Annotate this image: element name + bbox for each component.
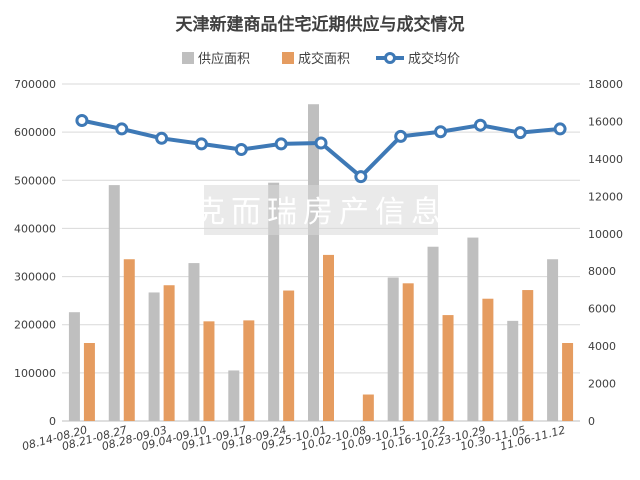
y-axis-left: 0 100000 200000 300000 400000 500000 600000 700… <box>14 78 56 428</box>
price-point <box>354 170 368 184</box>
deal-bar <box>283 290 295 421</box>
price-line <box>75 114 567 184</box>
supply-bar <box>148 292 160 421</box>
y-axis-right: 0 2000 4000 6000 8000 10000 12000 14000 16000 180… <box>588 78 623 428</box>
y-left-tick-label: 0 <box>49 415 56 428</box>
deal-bar <box>163 285 175 421</box>
price-point <box>234 143 248 157</box>
y-right-tick-label: 10000 <box>588 228 623 241</box>
y-right-tick-label: 6000 <box>588 303 616 316</box>
y-right-tick-label: 12000 <box>588 190 623 203</box>
deal-bar <box>323 254 334 421</box>
y-left-tick-label: 100000 <box>14 367 56 380</box>
deal-bar <box>362 394 374 421</box>
price-point <box>513 126 527 140</box>
chart-title: 天津新建商品住宅近期供应与成交情况 <box>176 14 465 35</box>
y-left-tick-label: 600000 <box>14 126 56 139</box>
supply-bar <box>228 370 240 421</box>
supply-bar <box>108 185 120 421</box>
legend-swatch <box>182 52 194 64</box>
supply-bar <box>308 104 319 421</box>
supply-bar <box>427 246 439 421</box>
deal-bar <box>203 321 215 421</box>
price-point <box>75 114 89 128</box>
price-point <box>473 118 487 132</box>
deal-bar <box>402 283 414 421</box>
legend-label: 成交均价 <box>408 51 460 67</box>
legend-swatch-marker <box>384 52 396 64</box>
price-point <box>553 122 567 136</box>
y-left-tick-label: 500000 <box>14 174 56 187</box>
legend: 供应面积 成交面积 成交均价 <box>182 51 460 67</box>
deal-bar <box>243 320 255 421</box>
legend-label: 成交面积 <box>298 51 350 67</box>
deal-bar <box>522 290 534 421</box>
supply-bar <box>507 320 519 421</box>
y-right-tick-label: 16000 <box>588 115 623 128</box>
y-right-tick-label: 0 <box>588 415 595 428</box>
price-point <box>115 122 129 136</box>
price-point <box>434 125 448 139</box>
y-right-tick-label: 4000 <box>588 340 616 353</box>
watermark-box <box>204 185 438 235</box>
deal-bar <box>83 343 95 421</box>
watermark: 克而瑞房产信息 <box>195 185 447 235</box>
deal-bar <box>482 298 494 421</box>
watermark-text: 克而瑞房产信息 <box>195 195 447 230</box>
price-point <box>274 137 288 151</box>
y-left-tick-label: 700000 <box>14 78 56 91</box>
supply-bar <box>467 237 479 421</box>
y-right-tick-label: 18000 <box>588 78 623 91</box>
y-left-tick-label: 300000 <box>14 271 56 284</box>
y-right-tick-label: 2000 <box>588 378 616 391</box>
x-axis: 08.14-08.2008.21-08.2708.28-09.0309.04-0… <box>21 423 567 453</box>
price-point <box>314 136 328 150</box>
supply-bar <box>268 182 280 421</box>
price-point <box>394 129 408 143</box>
supply-bar <box>68 312 80 421</box>
legend-swatch <box>282 52 294 64</box>
deal-bar <box>442 315 454 421</box>
price-point <box>194 137 208 151</box>
y-left-tick-label: 200000 <box>14 319 56 332</box>
deal-bar <box>562 343 574 421</box>
supply-bar <box>547 259 559 421</box>
y-right-tick-label: 8000 <box>588 265 616 278</box>
y-left-tick-label: 400000 <box>14 222 56 235</box>
y-right-tick-label: 14000 <box>588 153 623 166</box>
price-point <box>155 131 169 145</box>
supply-bar <box>387 277 399 421</box>
legend-label: 供应面积 <box>198 51 250 67</box>
deal-bar <box>123 259 135 421</box>
bars <box>68 104 574 421</box>
supply-bar <box>188 263 200 421</box>
